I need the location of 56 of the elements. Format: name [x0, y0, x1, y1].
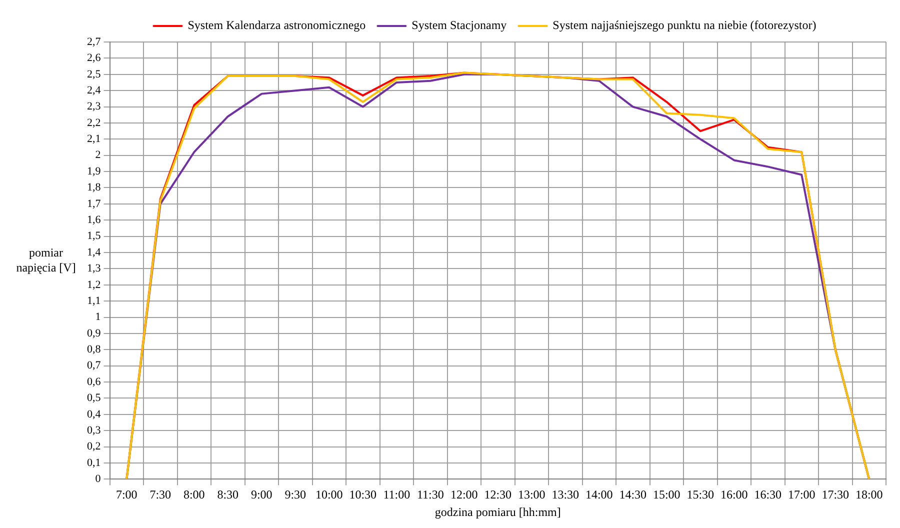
- y-tick-label: 1,5: [87, 230, 102, 242]
- x-tick-label: 16:30: [754, 488, 782, 502]
- legend-label: System Kalendarza astronomicznego: [188, 18, 366, 32]
- x-tick-label: 14:00: [585, 488, 613, 502]
- y-tick-label: 2,7: [87, 36, 102, 48]
- y-tick-label: 1,2: [87, 278, 101, 291]
- x-tick-label: 8:30: [217, 488, 239, 502]
- x-tick-label: 7:00: [116, 488, 138, 502]
- y-tick-label: 1,3: [87, 262, 102, 275]
- y-tick-label: 1,8: [87, 182, 102, 194]
- y-tick-label: 0,3: [87, 424, 102, 437]
- y-axis-title: pomiar napięcia [V]: [16, 245, 76, 274]
- x-tick-label: 17:30: [822, 488, 850, 502]
- x-tick-label: 11:00: [383, 488, 410, 502]
- y-tick-label: 2,4: [87, 84, 102, 96]
- y-tick-label: 0,6: [87, 376, 102, 388]
- x-tick-label: 14:30: [619, 488, 647, 502]
- legend-label: System Stacjonamy: [412, 18, 507, 32]
- x-tick-label: 9:00: [250, 488, 272, 502]
- y-tick-label: 2,3: [87, 100, 102, 113]
- y-tick-label: 0,9: [87, 327, 102, 340]
- y-tick-label: 1,1: [87, 294, 101, 307]
- x-tick-label: 16:00: [720, 488, 748, 502]
- y-tick-label: 1,4: [87, 246, 102, 258]
- y-tick-label: 2: [95, 149, 101, 162]
- x-tick-label: 17:00: [788, 488, 816, 502]
- y-tick-label: 1: [95, 311, 101, 324]
- x-tick-label: 10:00: [315, 488, 343, 502]
- y-tick-label: 2,6: [87, 52, 102, 64]
- y-tick-label: 0,5: [87, 392, 102, 404]
- y-tick-label: 0,7: [87, 360, 102, 372]
- y-tick-label: 2,5: [87, 68, 102, 80]
- y-tick-label: 0: [95, 473, 102, 486]
- x-tick-label: 15:00: [652, 488, 680, 502]
- y-tick-label: 0,4: [87, 408, 102, 420]
- x-tick-label: 13:00: [518, 488, 546, 502]
- y-tick-label: 1,9: [87, 165, 102, 178]
- x-tick-label: 10:30: [349, 488, 377, 502]
- y-tick-label: 0,2: [87, 440, 101, 453]
- x-tick-label: 18:00: [855, 488, 883, 502]
- x-tick-label: 15:30: [686, 488, 714, 502]
- y-tick-label: 0,1: [87, 456, 101, 469]
- x-tick-label: 12:30: [484, 488, 512, 502]
- x-tick-label: 8:00: [183, 488, 205, 502]
- y-tick-label: 2,1: [87, 133, 101, 146]
- y-tick-label: 1,6: [87, 214, 102, 226]
- y-tick-label: 2,2: [87, 116, 101, 129]
- x-tick-label: 12:00: [450, 488, 478, 502]
- x-axis-title: godzina pomiaru [hh:mm]: [434, 504, 561, 519]
- x-tick-label: 11:30: [416, 488, 444, 502]
- y-tick-label: 0,8: [87, 344, 102, 356]
- x-tick-label: 9:30: [284, 488, 306, 502]
- legend-label: System najjaśniejszego punktu na niebie (fotorezystor): [552, 18, 816, 32]
- x-tick-label: 13:30: [552, 488, 580, 502]
- y-tick-label: 1,7: [87, 198, 102, 210]
- x-tick-label: 7:30: [150, 488, 172, 502]
